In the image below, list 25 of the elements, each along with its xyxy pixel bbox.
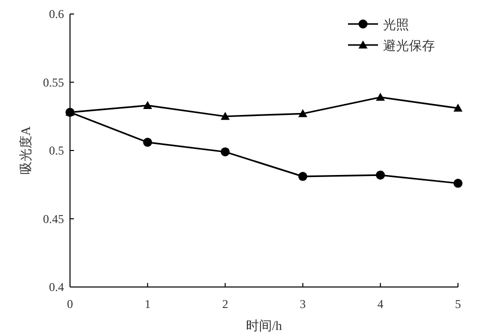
x-tick-label: 4 (377, 297, 384, 311)
y-tick-label: 0.6 (49, 7, 64, 21)
point (298, 109, 308, 118)
x-tick-label: 3 (300, 297, 306, 311)
x-axis-title: 时间/h (246, 318, 283, 333)
legend-label: 光照 (383, 17, 409, 32)
y-axis-title: 吸光度A (18, 126, 33, 175)
point (143, 138, 152, 147)
legend-label: 避光保存 (383, 38, 435, 53)
y-tick-label: 0.5 (49, 144, 64, 158)
y-tick-label: 0.45 (43, 212, 64, 226)
x-tick-label: 0 (67, 297, 73, 311)
x-tick-label: 5 (455, 297, 461, 311)
point (376, 92, 385, 101)
point (376, 170, 385, 180)
x-tick-label: 2 (222, 297, 228, 311)
point (298, 172, 308, 181)
x-tick-label: 1 (144, 297, 151, 311)
point (454, 178, 462, 188)
y-tick-label: 0.55 (43, 75, 64, 90)
point (454, 104, 462, 112)
point (220, 147, 230, 156)
y-tick-label: 0.4 (49, 280, 64, 294)
point (143, 100, 152, 109)
point (220, 112, 230, 120)
